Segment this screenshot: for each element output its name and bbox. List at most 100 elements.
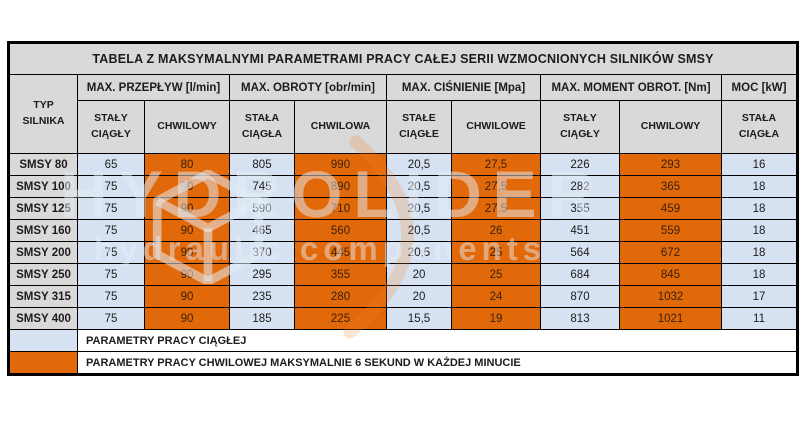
legend-rows: PARAMETRY PRACY CIĄGŁEJ PARAMETRY PRACY … bbox=[9, 329, 798, 374]
value-cell-momentary: 890 bbox=[294, 175, 387, 198]
legend-row-momentary: PARAMETRY PRACY CHWILOWEJ MAKSYMALNIE 6 … bbox=[9, 351, 798, 374]
value-cell-continuous: 11 bbox=[720, 307, 798, 330]
value-cell-momentary: 1032 bbox=[619, 285, 722, 308]
sub-header-speed-momentary: CHWILOWA bbox=[294, 100, 387, 154]
value-cell-continuous: 295 bbox=[229, 263, 295, 286]
value-cell-continuous: 465 bbox=[229, 219, 295, 242]
value-cell-continuous: 282 bbox=[540, 175, 620, 198]
value-cell-momentary: 560 bbox=[294, 219, 387, 242]
value-cell-momentary: 710 bbox=[294, 197, 387, 220]
row-label-motor-type: SMSY 400 bbox=[9, 307, 78, 330]
value-cell-continuous: 75 bbox=[77, 241, 145, 264]
value-cell-continuous: 20,5 bbox=[386, 219, 452, 242]
value-cell-momentary: 90 bbox=[144, 219, 230, 242]
value-cell-momentary: 25 bbox=[451, 263, 541, 286]
value-cell-continuous: 17 bbox=[720, 285, 798, 308]
legend-label-continuous: PARAMETRY PRACY CIĄGŁEJ bbox=[76, 329, 798, 352]
value-cell-continuous: 805 bbox=[229, 153, 295, 176]
value-cell-continuous: 370 bbox=[229, 241, 295, 264]
column-header-motor-type: TYP SILNIKA bbox=[9, 74, 78, 154]
sub-header-row: STAŁY CIĄGŁY CHWILOWY STAŁA CIĄGŁA CHWIL… bbox=[10, 100, 798, 154]
sub-header-flow-momentary: CHWILOWY bbox=[144, 100, 230, 154]
value-cell-continuous: 18 bbox=[720, 175, 798, 198]
value-cell-continuous: 745 bbox=[229, 175, 295, 198]
value-cell-continuous: 75 bbox=[77, 307, 145, 330]
table-row: SMSY 400 75 90 185 225 15,5 19 813 1021 11 bbox=[9, 307, 798, 330]
value-cell-momentary: 293 bbox=[619, 153, 722, 176]
table-row: SMSY 160 75 90 465 560 20,5 26 451 559 18 bbox=[9, 219, 798, 242]
row-label-motor-type: SMSY 125 bbox=[9, 197, 78, 220]
value-cell-momentary: 90 bbox=[144, 263, 230, 286]
legend-row-continuous: PARAMETRY PRACY CIĄGŁEJ bbox=[9, 329, 798, 352]
value-cell-momentary: 355 bbox=[294, 263, 387, 286]
value-cell-continuous: 75 bbox=[77, 197, 145, 220]
group-header-row: TYP SILNIKA MAX. PRZEPŁYW [l/min] MAX. O… bbox=[9, 74, 798, 154]
value-cell-continuous: 870 bbox=[540, 285, 620, 308]
value-cell-momentary: 27,5 bbox=[451, 153, 541, 176]
table-title: TABELA Z MAKSYMALNYMI PARAMETRAMI PRACY … bbox=[8, 43, 798, 75]
sub-header-pressure-momentary: CHWILOWE bbox=[451, 100, 541, 154]
value-cell-continuous: 590 bbox=[229, 197, 295, 220]
row-label-motor-type: SMSY 100 bbox=[9, 175, 78, 198]
value-cell-momentary: 1021 bbox=[619, 307, 722, 330]
value-cell-momentary: 365 bbox=[619, 175, 722, 198]
value-cell-continuous: 684 bbox=[540, 263, 620, 286]
legend-label-momentary: PARAMETRY PRACY CHWILOWEJ MAKSYMALNIE 6 … bbox=[76, 351, 798, 374]
value-cell-momentary: 90 bbox=[144, 175, 230, 198]
table-row: SMSY 315 75 90 235 280 20 24 870 1032 17 bbox=[9, 285, 798, 308]
value-cell-continuous: 20,5 bbox=[386, 241, 452, 264]
value-cell-momentary: 990 bbox=[294, 153, 387, 176]
value-cell-continuous: 20,5 bbox=[386, 153, 452, 176]
group-header-torque: MAX. MOMENT OBROT. [Nm] bbox=[540, 74, 722, 101]
value-cell-momentary: 25 bbox=[451, 241, 541, 264]
value-cell-momentary: 26 bbox=[451, 219, 541, 242]
row-label-motor-type: SMSY 200 bbox=[9, 241, 78, 264]
value-cell-momentary: 90 bbox=[144, 197, 230, 220]
sub-header-speed-continuous: STAŁA CIĄGŁA bbox=[229, 100, 295, 154]
value-cell-momentary: 19 bbox=[451, 307, 541, 330]
row-label-motor-type: SMSY 80 bbox=[9, 153, 78, 176]
group-header-pressure: MAX. CIŚNIENIE [Mpa] bbox=[386, 74, 541, 101]
value-cell-continuous: 185 bbox=[229, 307, 295, 330]
table-body: SMSY 80 65 80 805 990 20,5 27,5 226 293 16 SMSY 10… bbox=[9, 153, 798, 330]
value-cell-momentary: 672 bbox=[619, 241, 722, 264]
value-cell-continuous: 16 bbox=[720, 153, 798, 176]
value-cell-continuous: 20,5 bbox=[386, 197, 452, 220]
sub-header-torque-continuous: STAŁY CIĄGŁY bbox=[540, 100, 620, 154]
value-cell-continuous: 65 bbox=[77, 153, 145, 176]
table-row: SMSY 200 75 90 370 445 20,5 25 564 672 18 bbox=[9, 241, 798, 264]
value-cell-momentary: 90 bbox=[144, 285, 230, 308]
value-cell-momentary: 27,5 bbox=[451, 197, 541, 220]
table-row: SMSY 125 75 90 590 710 20,5 27,5 355 459 18 bbox=[9, 197, 798, 220]
value-cell-momentary: 559 bbox=[619, 219, 722, 242]
value-cell-momentary: 845 bbox=[619, 263, 722, 286]
row-label-motor-type: SMSY 315 bbox=[9, 285, 78, 308]
row-label-motor-type: SMSY 160 bbox=[9, 219, 78, 242]
value-cell-continuous: 20 bbox=[386, 285, 452, 308]
value-cell-continuous: 564 bbox=[540, 241, 620, 264]
value-cell-continuous: 18 bbox=[720, 241, 798, 264]
value-cell-continuous: 75 bbox=[77, 263, 145, 286]
value-cell-continuous: 75 bbox=[77, 175, 145, 198]
value-cell-momentary: 90 bbox=[144, 307, 230, 330]
value-cell-continuous: 20 bbox=[386, 263, 452, 286]
sub-header-flow-continuous: STAŁY CIĄGŁY bbox=[77, 100, 145, 154]
value-cell-continuous: 355 bbox=[540, 197, 620, 220]
value-cell-momentary: 445 bbox=[294, 241, 387, 264]
parameters-table-frame: TABELA Z MAKSYMALNYMI PARAMETRAMI PRACY … bbox=[7, 41, 800, 376]
value-cell-continuous: 451 bbox=[540, 219, 620, 242]
table-row: SMSY 100 75 90 745 890 20,5 27,5 282 365 18 bbox=[9, 175, 798, 198]
table-row: SMSY 80 65 80 805 990 20,5 27,5 226 293 16 bbox=[9, 153, 798, 176]
sub-header-torque-momentary: CHWILOWY bbox=[619, 100, 722, 154]
group-header-flow: MAX. PRZEPŁYW [l/min] bbox=[77, 74, 230, 101]
value-cell-momentary: 225 bbox=[294, 307, 387, 330]
value-cell-momentary: 80 bbox=[144, 153, 230, 176]
sub-header-power-continuous: STAŁA CIĄGŁA bbox=[720, 100, 798, 154]
value-cell-momentary: 24 bbox=[451, 285, 541, 308]
group-header-speed: MAX. OBROTY [obr/min] bbox=[229, 74, 387, 101]
value-cell-continuous: 20,5 bbox=[386, 175, 452, 198]
value-cell-continuous: 18 bbox=[720, 197, 798, 220]
value-cell-continuous: 15,5 bbox=[386, 307, 452, 330]
legend-swatch-momentary bbox=[9, 351, 78, 374]
